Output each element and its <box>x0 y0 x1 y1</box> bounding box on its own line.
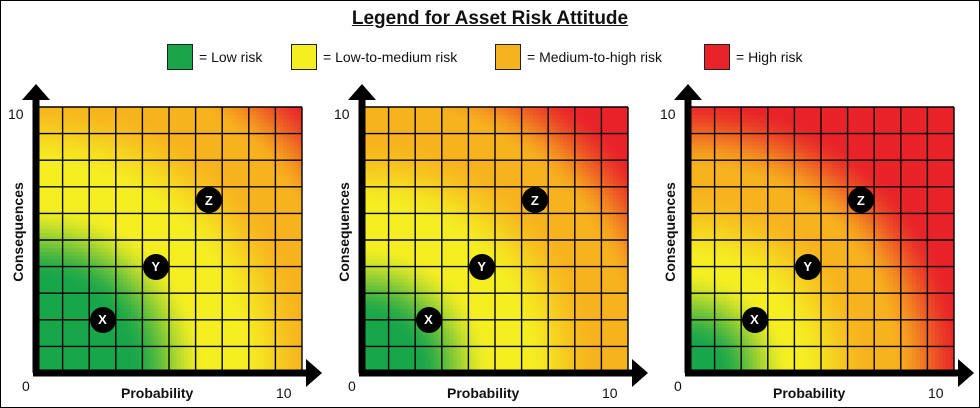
legend-item-high: = High risk <box>704 44 803 70</box>
legend-item-medium-high: = Medium-to-high risk <box>495 44 662 70</box>
y-axis-max-tick: 10 <box>334 106 350 122</box>
legend-label-low-medium: = Low-to-medium risk <box>323 49 458 65</box>
legend-item-low: = Low risk <box>167 44 262 70</box>
heatmap-gradient <box>36 107 303 374</box>
y-axis-label: Consequences <box>662 182 678 282</box>
high-risk-swatch <box>704 44 730 70</box>
origin-tick: 0 <box>22 378 30 394</box>
x-axis-label: Probability <box>121 385 194 401</box>
risk-matrix-3 <box>674 84 974 387</box>
y-axis-label: Consequences <box>336 182 352 282</box>
x-axis-arrow-icon <box>632 359 648 387</box>
y-axis-label: Consequences <box>10 182 26 282</box>
heatmap-gradient <box>688 107 955 374</box>
medium-to-high-risk-swatch <box>495 44 521 70</box>
origin-tick: 0 <box>674 378 682 394</box>
origin-tick: 0 <box>348 378 356 394</box>
y-axis-max-tick: 10 <box>660 106 676 122</box>
x-axis-arrow-icon <box>306 359 322 387</box>
marker-x: X <box>89 306 116 333</box>
risk-matrix-1 <box>22 84 322 387</box>
legend-label-low: = Low risk <box>199 49 263 65</box>
x-axis-label: Probability <box>447 385 520 401</box>
figure-title: Legend for Asset Risk Attitude <box>351 8 629 29</box>
x-axis-max-tick: 10 <box>276 385 292 401</box>
y-axis-arrow-icon <box>22 84 50 100</box>
marker-x: X <box>741 306 768 333</box>
x-axis-label: Probability <box>773 385 846 401</box>
marker-y: Y <box>468 253 495 280</box>
x-axis-max-tick: 10 <box>928 385 944 401</box>
marker-x: X <box>415 306 442 333</box>
y-axis-max-tick: 10 <box>8 106 24 122</box>
heatmap-gradient <box>362 107 629 374</box>
marker-y: Y <box>794 253 821 280</box>
legend-label-medium-high: = Medium-to-high risk <box>527 49 662 65</box>
legend-item-low-medium: = Low-to-medium risk <box>291 44 457 70</box>
legend-label-high: = High risk <box>736 49 803 65</box>
marker-z: Z <box>521 187 548 214</box>
marker-y: Y <box>142 253 169 280</box>
x-axis-arrow-icon <box>958 359 974 387</box>
y-axis-arrow-icon <box>674 84 702 100</box>
risk-legend: = Low risk = Low-to-medium risk = Medium… <box>0 44 980 70</box>
low-to-medium-risk-swatch <box>291 44 317 70</box>
marker-z: Z <box>195 187 222 214</box>
risk-matrix-2 <box>348 84 648 387</box>
marker-z: Z <box>847 187 874 214</box>
y-axis-arrow-icon <box>348 84 376 100</box>
x-axis-max-tick: 10 <box>602 385 618 401</box>
low-risk-swatch <box>167 44 193 70</box>
